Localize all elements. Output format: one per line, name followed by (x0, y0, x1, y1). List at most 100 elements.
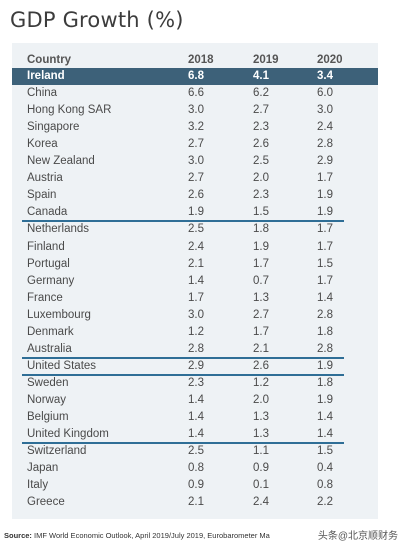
cell-2018: 3.0 (188, 104, 204, 117)
table-row: Belgium 1.4 1.3 1.4 (12, 409, 378, 426)
cell-country: Denmark (27, 325, 74, 338)
table-row: Greece 2.1 2.4 2.2 (12, 494, 378, 511)
cell-2019: 0.1 (253, 479, 269, 492)
cell-2019: 2.0 (253, 393, 269, 406)
cell-country: Portugal (27, 257, 70, 270)
table-row: China 6.6 6.2 6.0 (12, 85, 378, 102)
source-label: Source: (4, 531, 32, 540)
cell-2018: 2.3 (188, 376, 204, 389)
cell-country: Austria (27, 172, 63, 185)
table-row: Sweden 2.3 1.2 1.8 (12, 375, 378, 392)
table-row: New Zealand 3.0 2.5 2.9 (12, 153, 378, 170)
cell-country: Greece (27, 496, 65, 509)
cell-2020: 1.7 (317, 172, 333, 185)
cell-country: Luxembourg (27, 308, 91, 321)
cell-country: United States (27, 359, 97, 372)
table-row: Canada 1.9 1.5 1.9 (12, 204, 378, 221)
table-row: Ireland 6.8 4.1 3.4 (12, 68, 378, 85)
table-row: Italy 0.9 0.1 0.8 (12, 477, 378, 494)
cell-country: Ireland (27, 70, 65, 82)
cell-2020: 1.4 (317, 428, 333, 441)
cell-country: Norway (27, 393, 66, 406)
group-separator-line (22, 373, 344, 376)
cell-country: Italy (27, 479, 49, 492)
cell-2018: 1.9 (188, 206, 204, 219)
cell-2019: 1.5 (253, 206, 269, 219)
cell-2019: 6.2 (253, 87, 269, 100)
cell-2019: 2.7 (253, 308, 269, 321)
cell-country: Finland (27, 240, 65, 253)
cell-2019: 4.1 (253, 70, 269, 82)
group-separator-line (22, 356, 344, 359)
table-row: Netherlands 2.5 1.8 1.7 (12, 221, 378, 238)
cell-2018: 1.4 (188, 411, 204, 423)
cell-2020: 1.9 (317, 206, 333, 219)
group-separator-line (22, 220, 344, 223)
cell-2018: 2.7 (188, 172, 204, 185)
cell-2018: 0.9 (188, 479, 204, 492)
cell-2019: 1.8 (253, 223, 269, 236)
cell-2018: 0.8 (188, 462, 204, 475)
table-row: France 1.7 1.3 1.4 (12, 290, 378, 307)
cell-2020: 1.5 (317, 445, 333, 458)
cell-country: United Kingdom (27, 428, 109, 441)
table-row: Luxembourg 3.0 2.7 2.8 (12, 307, 378, 324)
cell-2020: 1.7 (317, 223, 333, 236)
table-panel (12, 43, 378, 519)
cell-2020: 3.0 (317, 104, 333, 117)
cell-2020: 1.9 (317, 359, 333, 372)
table-row: Switzerland 2.5 1.1 1.5 (12, 443, 378, 460)
cell-2018: 1.4 (188, 274, 204, 287)
cell-2018: 3.2 (188, 121, 204, 134)
table-row: Norway 1.4 2.0 1.9 (12, 392, 378, 409)
cell-2020: 1.9 (317, 393, 333, 406)
cell-2019: 2.5 (253, 155, 269, 168)
table-row: Portugal 2.1 1.7 1.5 (12, 256, 378, 273)
cell-2020: 1.5 (317, 257, 333, 270)
table-row: Austria 2.7 2.0 1.7 (12, 170, 378, 187)
header-2018: 2018 (188, 54, 214, 66)
cell-2019: 2.0 (253, 172, 269, 185)
cell-country: Japan (27, 462, 59, 475)
cell-2019: 1.3 (253, 291, 269, 304)
table-row: Australia 2.8 2.1 2.8 (12, 341, 378, 358)
cell-2019: 1.3 (253, 411, 269, 423)
cell-2020: 6.0 (317, 87, 333, 100)
table-row: Hong Kong SAR 3.0 2.7 3.0 (12, 102, 378, 119)
cell-country: Hong Kong SAR (27, 104, 112, 117)
cell-country: Singapore (27, 121, 80, 134)
cell-2019: 1.2 (253, 376, 269, 389)
table-row: United Kingdom 1.4 1.3 1.4 (12, 426, 378, 443)
cell-country: Switzerland (27, 445, 87, 458)
table-row: Japan 0.8 0.9 0.4 (12, 460, 378, 477)
table-row: Singapore 3.2 2.3 2.4 (12, 119, 378, 136)
cell-2020: 1.9 (317, 189, 333, 202)
table-row: Korea 2.7 2.6 2.8 (12, 136, 378, 153)
cell-2020: 0.4 (317, 462, 333, 475)
cell-country: Canada (27, 206, 68, 219)
cell-2018: 2.5 (188, 445, 204, 458)
cell-2019: 2.7 (253, 104, 269, 117)
table-row: Spain 2.6 2.3 1.9 (12, 187, 378, 204)
cell-2018: 2.6 (188, 189, 204, 202)
cell-2018: 3.0 (188, 155, 204, 168)
cell-2018: 1.2 (188, 325, 204, 338)
header-country: Country (27, 54, 72, 66)
cell-country: Korea (27, 138, 58, 151)
cell-2020: 2.9 (317, 155, 333, 168)
cell-2019: 2.6 (253, 138, 269, 151)
cell-country: New Zealand (27, 155, 95, 168)
cell-2020: 2.8 (317, 342, 333, 355)
table-row: Finland 2.4 1.9 1.7 (12, 239, 378, 256)
cell-2020: 0.8 (317, 479, 333, 492)
cell-2018: 2.5 (188, 223, 204, 236)
cell-2019: 1.3 (253, 428, 269, 441)
cell-country: Spain (27, 189, 57, 202)
cell-2020: 1.8 (317, 376, 333, 389)
table-header-row: Country 2018 2019 (F) 2020 (F) (12, 52, 378, 83)
cell-2018: 1.4 (188, 393, 204, 406)
cell-2019: 2.6 (253, 359, 269, 372)
cell-2019: 2.3 (253, 189, 269, 202)
group-separator-line (22, 442, 344, 445)
cell-2020: 1.7 (317, 274, 333, 287)
